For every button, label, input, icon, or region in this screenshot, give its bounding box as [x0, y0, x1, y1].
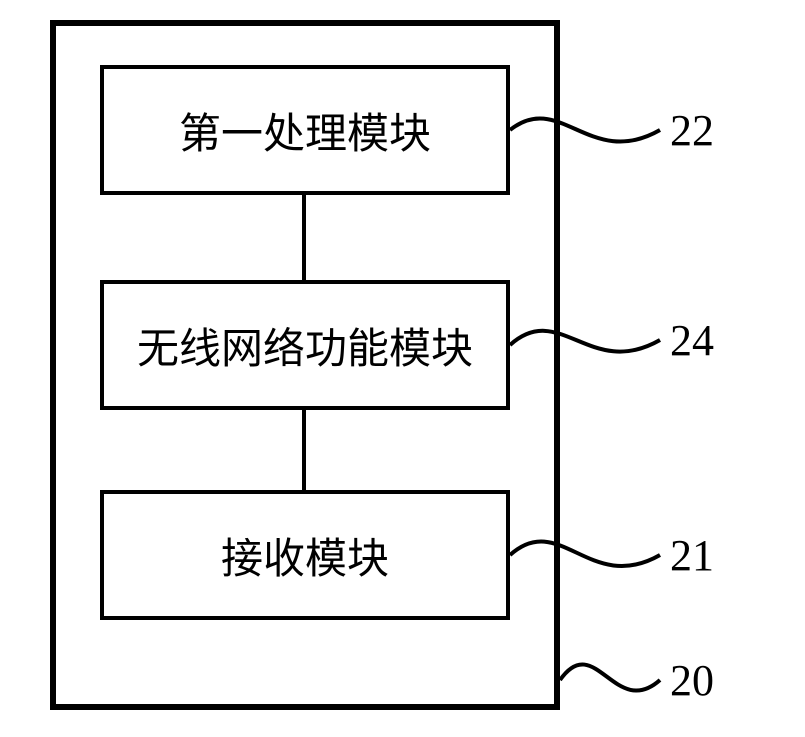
diagram-canvas: 第一处理模块 无线网络功能模块 接收模块 22 24 21 20 [0, 0, 805, 737]
reference-number: 20 [670, 655, 714, 706]
reference-number: 21 [670, 530, 714, 581]
reference-number: 22 [670, 105, 714, 156]
reference-number: 24 [670, 315, 714, 366]
